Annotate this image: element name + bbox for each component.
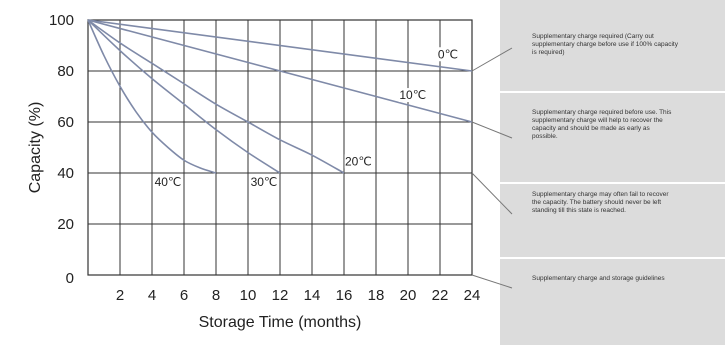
curve-series-0 [87, 19, 473, 72]
note-connector-1 [471, 121, 513, 139]
note-connector-0 [471, 47, 513, 72]
plot-frame [87, 19, 473, 276]
curve-series-2 [87, 19, 345, 174]
note-line: Supplementary charge and storage guideli… [532, 275, 665, 282]
x-tick-label: 18 [368, 287, 385, 304]
note-line: possible. [532, 133, 558, 140]
y-tick-label: 100 [49, 12, 74, 29]
y-tick-label: 20 [57, 216, 74, 233]
y-tick-label: 60 [57, 114, 74, 131]
x-tick-label: 12 [272, 287, 289, 304]
x-tick-label: 22 [432, 287, 449, 304]
curve-label-bg-4 [154, 174, 182, 189]
curve-label-0: 0℃ [438, 47, 458, 61]
note-text-1: Supplementary charge required before use… [532, 109, 672, 140]
x-tick-label: 10 [240, 287, 257, 304]
note-line: the capacity. The battery should never b… [532, 199, 661, 206]
x-tick-label: 16 [336, 287, 353, 304]
note-line: supplementary charge will help to recove… [532, 117, 663, 124]
curve-series-1 [87, 19, 473, 123]
curve-label-1: 10℃ [399, 88, 426, 102]
y-axis-label: Capacity (%) [27, 102, 44, 194]
curve-label-bg-3 [250, 174, 278, 189]
x-tick-label: 8 [212, 287, 220, 304]
note-line: supplementary charge before use if 100% … [532, 41, 679, 48]
curve-series-3 [87, 19, 281, 174]
note-line: standing till this state is reached. [532, 207, 626, 214]
curve-label-2: 20℃ [345, 154, 372, 168]
note-line: Supplementary charge may often fail to r… [532, 191, 669, 198]
note-text-3: Supplementary charge and storage guideli… [532, 275, 665, 282]
note-text-0: Supplementary charge required (Carry out… [532, 33, 679, 56]
y-tick-label: 40 [57, 165, 74, 182]
y-tick-label: 80 [57, 63, 74, 80]
curve-series-4 [87, 19, 217, 174]
x-tick-label: 4 [148, 287, 156, 304]
note-line: Supplementary charge required (Carry out [532, 33, 654, 40]
x-tick-label: 6 [180, 287, 188, 304]
note-line: capacity and should be made as early as [532, 125, 651, 132]
note-line: is required) [532, 49, 565, 56]
x-tick-label: 2 [116, 287, 124, 304]
y-tick-label: 0 [66, 270, 74, 287]
x-axis-label: Storage Time (months) [199, 314, 362, 331]
x-tick-label: 14 [304, 287, 321, 304]
note-connector-3 [471, 274, 513, 289]
curve-label-bg-1 [398, 88, 427, 103]
note-connector-2 [471, 172, 513, 215]
x-tick-label: 24 [464, 287, 481, 304]
curve-label-4: 40℃ [155, 175, 182, 189]
curve-label-3: 30℃ [251, 175, 278, 189]
note-text-2: Supplementary charge may often fail to r… [532, 191, 669, 214]
curve-label-bg-2 [344, 154, 373, 169]
curve-label-bg-0 [436, 47, 460, 62]
notes-panel [500, 0, 725, 345]
x-tick-label: 20 [400, 287, 417, 304]
note-line: Supplementary charge required before use… [532, 109, 672, 116]
